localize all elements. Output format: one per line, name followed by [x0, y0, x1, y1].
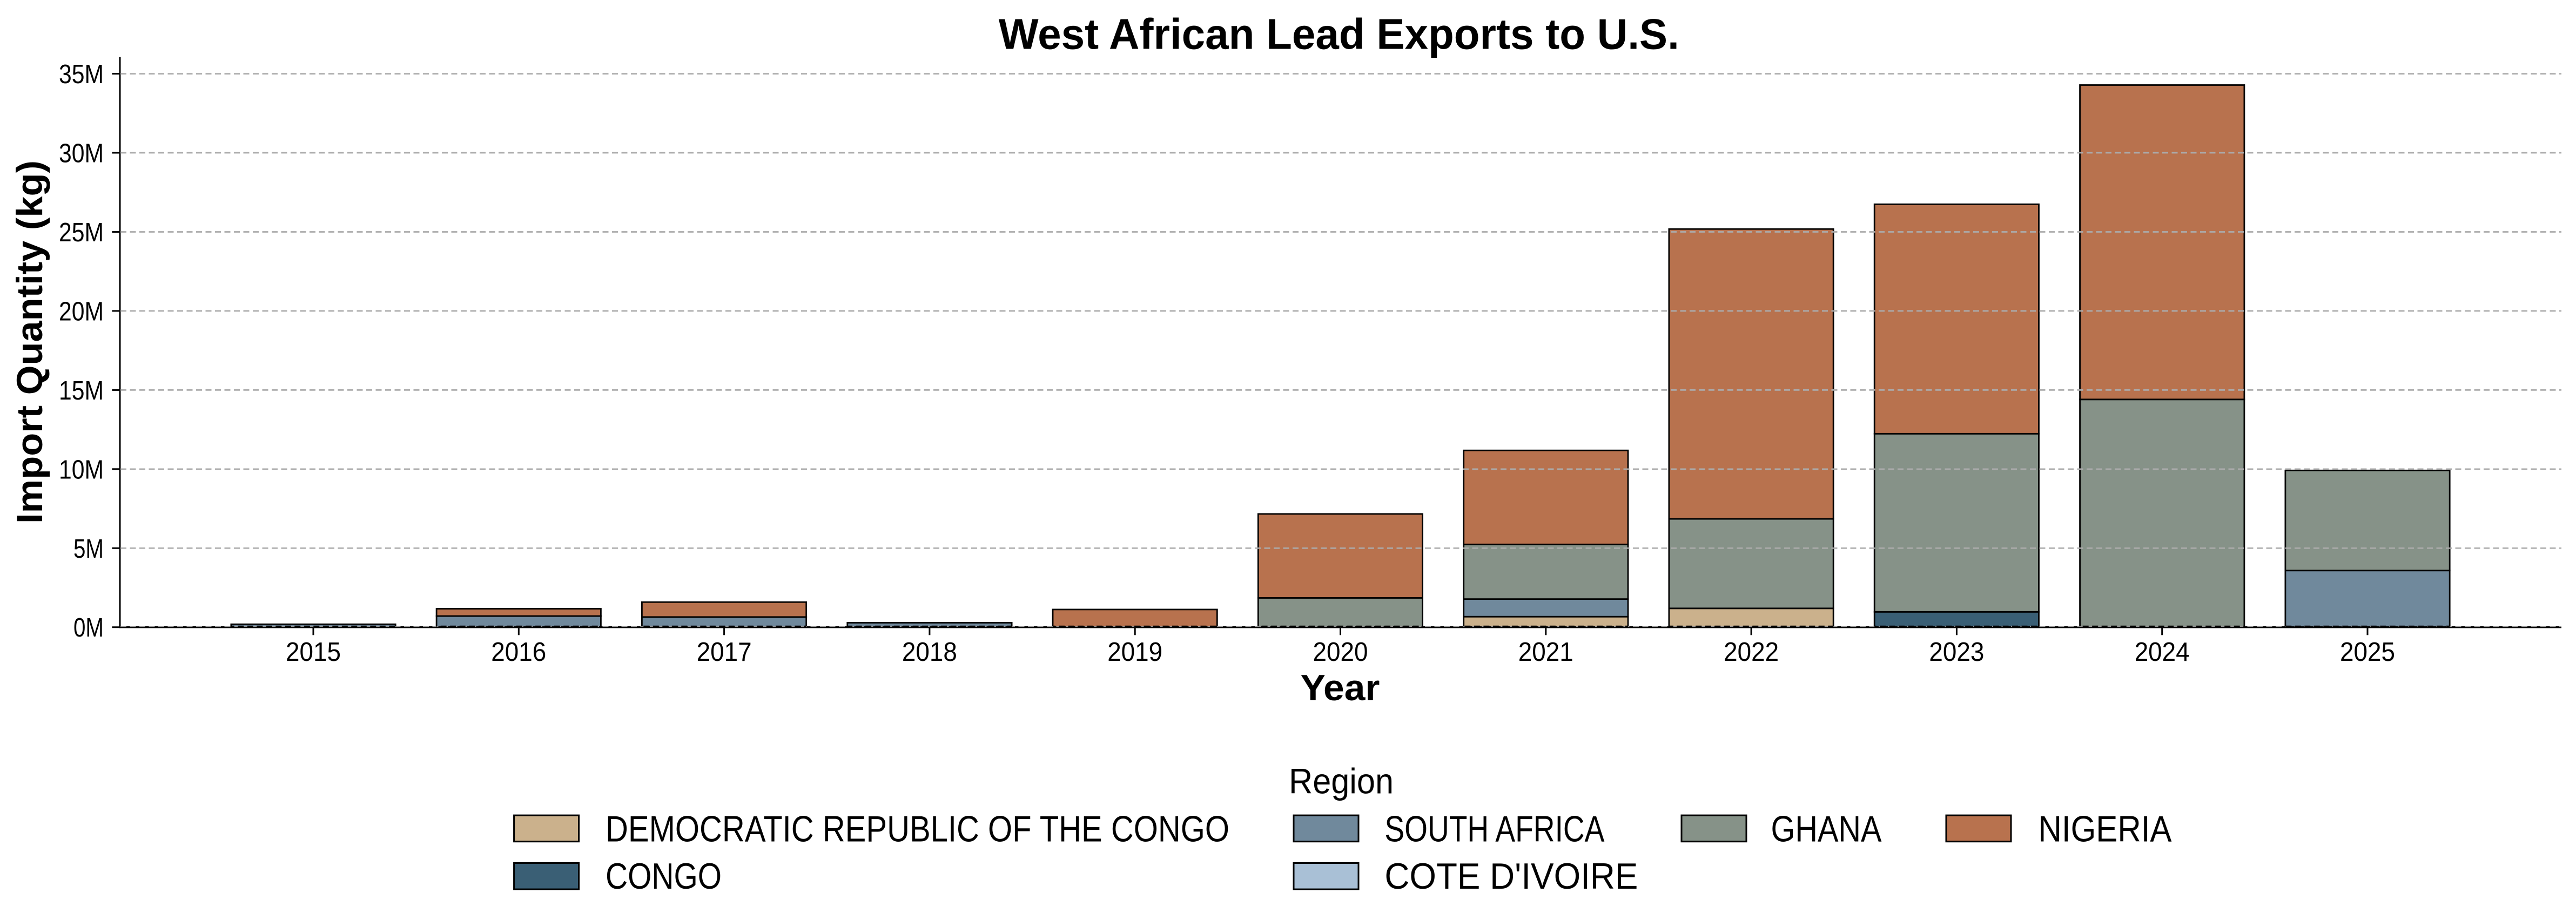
svg-text:20M: 20M — [59, 297, 104, 326]
svg-text:2022: 2022 — [1724, 638, 1779, 667]
svg-text:Region: Region — [1289, 761, 1394, 801]
svg-text:0M: 0M — [73, 613, 104, 642]
svg-text:5M: 5M — [73, 535, 104, 564]
svg-text:Year: Year — [1301, 667, 1380, 708]
svg-text:NIGERIA: NIGERIA — [2039, 809, 2173, 850]
svg-text:2015: 2015 — [286, 638, 341, 667]
svg-text:2021: 2021 — [1518, 638, 1573, 667]
svg-text:CONGO: CONGO — [606, 856, 722, 897]
svg-text:2024: 2024 — [2135, 638, 2190, 667]
svg-text:2017: 2017 — [697, 638, 752, 667]
svg-text:2023: 2023 — [1929, 638, 1984, 667]
svg-text:2019: 2019 — [1107, 638, 1162, 667]
svg-text:35M: 35M — [59, 60, 104, 89]
svg-text:SOUTH AFRICA: SOUTH AFRICA — [1384, 809, 1605, 850]
svg-text:15M: 15M — [59, 376, 104, 405]
svg-text:COTE D'IVOIRE: COTE D'IVOIRE — [1384, 856, 1638, 897]
svg-text:GHANA: GHANA — [1771, 809, 1882, 850]
svg-text:West African Lead Exports to U: West African Lead Exports to U.S. — [999, 10, 1679, 58]
svg-text:2025: 2025 — [2340, 638, 2395, 667]
svg-text:25M: 25M — [59, 218, 104, 247]
svg-text:2018: 2018 — [902, 638, 957, 667]
svg-text:2020: 2020 — [1313, 638, 1368, 667]
svg-text:10M: 10M — [59, 455, 104, 484]
svg-text:Import Quantity (kg): Import Quantity (kg) — [9, 160, 50, 524]
svg-text:2016: 2016 — [491, 638, 546, 667]
svg-text:30M: 30M — [59, 139, 104, 168]
svg-text:DEMOCRATIC REPUBLIC OF THE CON: DEMOCRATIC REPUBLIC OF THE CONGO — [606, 809, 1229, 850]
